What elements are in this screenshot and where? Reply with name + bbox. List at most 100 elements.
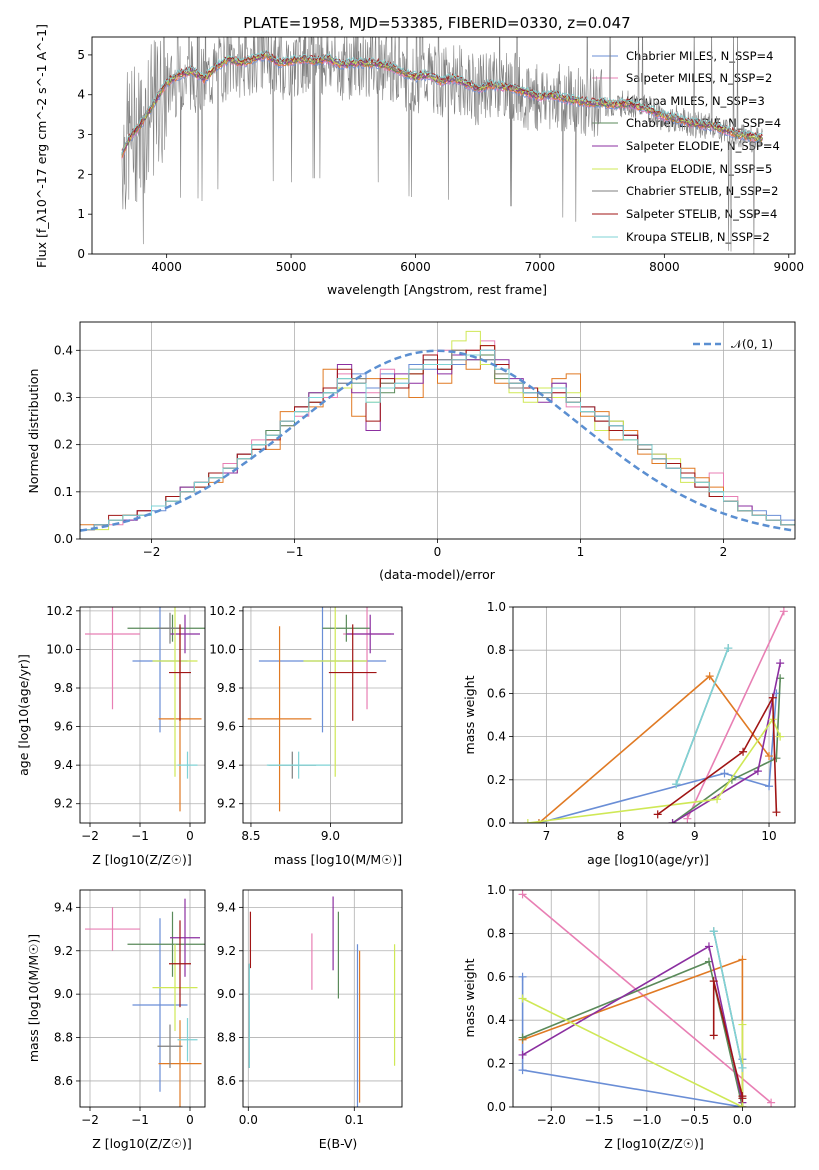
- residuals-axes: −2 −1 0 1 2 0.0 0.1 0.2 0.3 0.4: [54, 321, 796, 559]
- x-tick-label: 7: [543, 829, 551, 843]
- weight-point-salpeter_miles: [779, 607, 788, 616]
- age_vs_Z-plot-area: [85, 607, 205, 812]
- massZ-xlabel: Z [log10(Z/Z☉)]: [92, 1136, 192, 1151]
- x-tick-label: −1: [131, 829, 149, 843]
- weight-point-kroupa_stelib: [724, 644, 733, 653]
- age_vs_mass-axes: 8.5 9.0 9.2 9.4 9.6 9.8 10.0 10.2: [209, 604, 403, 843]
- weight-line-kroupa_stelib: [712, 931, 744, 1069]
- y-tick-label: 9.2: [217, 944, 236, 958]
- weight-point-salpeter_miles: [518, 890, 527, 899]
- mass_vs_ebv-axes: 0.0 0.1 8.6 8.8 9.0 9.2 9.4: [217, 889, 403, 1127]
- weight-line-kroupa_elodie: [522, 997, 744, 1107]
- y-tick-label: 2: [77, 167, 85, 181]
- weight-point-salpeter_miles: [683, 814, 692, 823]
- x-tick-label: 0.0: [239, 1113, 258, 1127]
- mass_vs_ebv-plot-area: [248, 896, 396, 1107]
- weight_vs_Z-axes: −2.0 −1.5 −1.0 −0.5 0.0 0.0 0.2 0.4 0.6 0.8 1.0: [487, 883, 796, 1127]
- x-tick-label: −2: [81, 829, 99, 843]
- y-tick-label: 0.2: [54, 438, 73, 452]
- spectrum-axes: 4000 5000 6000 7000 8000 9000 0 1 2 3 4 5: [77, 36, 804, 274]
- y-tick-label: 9.4: [217, 900, 236, 914]
- x-tick-label: 9.0: [321, 829, 340, 843]
- y-tick-label: 9.2: [217, 797, 236, 811]
- y-tick-label: 9.6: [217, 720, 236, 734]
- weight-point-kroupa_stelib: [738, 1063, 747, 1072]
- ageZ-xlabel: Z [log10(Z/Z☉)]: [92, 852, 192, 867]
- legend-entry: Chabrier MILES, N_SSP=4: [626, 49, 773, 63]
- y-tick-label: 9.4: [54, 758, 73, 772]
- x-tick-label: −2: [143, 545, 161, 559]
- weight-point-kroupa_elodie: [523, 819, 532, 823]
- weight-point-kroupa_miles: [738, 955, 747, 964]
- x-tick-label: 0: [434, 545, 442, 559]
- y-tick-label: 0.6: [487, 686, 506, 700]
- weight-line-chabrier_miles: [538, 693, 778, 823]
- weight-point-salpeter_elodie: [704, 942, 713, 951]
- weight-line-salpeter_miles: [686, 610, 785, 820]
- x-tick-label: −2: [81, 1113, 99, 1127]
- weight-point-salpeter_stelib: [768, 693, 777, 702]
- spectrum-ylabel: Flux [f_λ10^-17 erg cm^-2 s^-1 A^-1]: [34, 24, 49, 268]
- x-tick-label: −1: [131, 1113, 149, 1127]
- residuals-ylabel: Normed distribution: [26, 369, 41, 494]
- y-tick-label: 9.2: [54, 797, 73, 811]
- legend-entry: Kroupa ELODIE, N_SSP=5: [626, 162, 772, 176]
- x-tick-label: −2.0: [537, 1113, 566, 1127]
- y-tick-label: 0.2: [487, 1057, 506, 1071]
- weight-point-kroupa_miles: [705, 672, 714, 681]
- x-tick-label: 4000: [151, 260, 182, 274]
- weight-point-salpeter_stelib: [709, 977, 718, 986]
- weight-point-salpeter_stelib: [739, 747, 748, 756]
- y-tick-label: 0.8: [487, 926, 506, 940]
- x-tick-label: 0: [186, 1113, 194, 1127]
- normal-curve: [80, 349, 795, 532]
- y-tick-label: 3: [77, 128, 85, 142]
- x-tick-label: 8.5: [241, 829, 260, 843]
- x-tick-label: 5000: [276, 260, 307, 274]
- residuals-legend: 𝒩(0, 1): [693, 337, 773, 351]
- y-tick-label: 1.0: [487, 883, 506, 897]
- x-tick-label: −1: [286, 545, 304, 559]
- x-tick-label: 8000: [649, 260, 680, 274]
- age_vs_Z-axes: −2 −1 0 9.2 9.4 9.6 9.8 10.0 10.2: [46, 604, 206, 843]
- weight-point-salpeter_stelib: [738, 1094, 747, 1103]
- weight_vs_age-plot-area: [523, 607, 788, 823]
- x-tick-label: −0.5: [680, 1113, 709, 1127]
- weight-line-kroupa_stelib: [675, 647, 729, 785]
- y-tick-label: 10.0: [46, 642, 73, 656]
- x-tick-label: −1.5: [584, 1113, 613, 1127]
- axes-frame: [242, 889, 403, 1108]
- y-tick-label: 9.0: [54, 987, 73, 1001]
- model-line-kroupa_stelib: [121, 50, 763, 154]
- x-tick-label: 8: [617, 829, 625, 843]
- legend-entry: Salpeter STELIB, N_SSP=4: [626, 207, 777, 221]
- axes-frame: [512, 606, 796, 824]
- x-tick-label: 0.1: [345, 1113, 364, 1127]
- axes-frame: [242, 606, 403, 824]
- y-tick-label: 10.2: [209, 604, 236, 618]
- weight-point-kroupa_elodie: [713, 795, 722, 804]
- y-tick-label: 9.6: [54, 720, 73, 734]
- y-tick-label: 1.0: [487, 600, 506, 614]
- wZ-ylabel: mass weight: [462, 958, 477, 1037]
- y-tick-label: 8.6: [217, 1074, 236, 1088]
- x-tick-label: 2: [720, 545, 728, 559]
- x-tick-label: 0.0: [733, 1113, 752, 1127]
- y-tick-label: 0.0: [54, 532, 73, 546]
- y-tick-label: 8.6: [54, 1074, 73, 1088]
- legend-entry: Kroupa MILES, N_SSP=3: [626, 94, 765, 108]
- legend-entry: Salpeter MILES, N_SSP=2: [626, 71, 772, 85]
- weight-point-chabrier_miles: [518, 1066, 527, 1075]
- spectrum-plot-area: [121, 37, 764, 254]
- ageZ-ylabel: age [log10(age/yr)]: [16, 654, 31, 776]
- axes-frame: [79, 889, 206, 1108]
- massZ-ylabel: mass [log10(M/M☉)]: [26, 934, 41, 1062]
- y-tick-label: 0.0: [487, 1100, 506, 1114]
- mass_vs_Z-plot-area: [85, 898, 205, 1107]
- weight-point-salpeter_stelib: [653, 810, 662, 819]
- y-tick-label: 4: [77, 88, 85, 102]
- legend-entry: 𝒩(0, 1): [731, 337, 773, 351]
- y-tick-label: 10.2: [46, 604, 73, 618]
- weight-point-kroupa_miles: [534, 819, 543, 823]
